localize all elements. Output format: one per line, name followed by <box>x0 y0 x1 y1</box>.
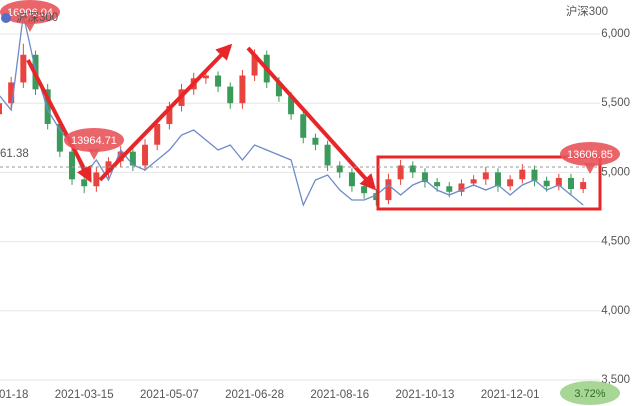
axis-title: 沪深300 <box>566 4 608 18</box>
candle-body <box>507 179 514 187</box>
annotation-tip <box>584 163 596 174</box>
candle-body <box>385 179 392 201</box>
annotation-bubble <box>64 128 124 152</box>
candle-body <box>251 54 258 76</box>
candle-body <box>93 172 100 187</box>
candle-body <box>8 82 15 104</box>
candle-body <box>0 103 2 115</box>
line-series <box>0 14 584 207</box>
x-tick-label: 2021-03-15 <box>55 389 114 401</box>
candle-body <box>239 75 246 104</box>
candle-body <box>142 144 149 166</box>
x-tick-label: 2021-08-16 <box>310 389 369 401</box>
x-tick-label: 2021-01-18 <box>0 389 28 401</box>
x-tick-label: 2021-12-01 <box>481 389 540 401</box>
candle-body <box>312 137 319 145</box>
candle-body <box>154 123 161 145</box>
y-tick-label: 6,000 <box>601 28 630 40</box>
annotation-bubble <box>0 0 60 24</box>
candle-body <box>531 169 538 181</box>
annotation-tip <box>88 149 100 160</box>
grid: 3,500 4,000 4,500 5,000 5,500 6,000 2021-01-18… <box>0 28 630 401</box>
annotation-bubble <box>560 142 620 166</box>
candle-body <box>373 193 380 201</box>
candle-body <box>397 165 404 180</box>
candle-body <box>421 172 428 183</box>
candle-body <box>324 144 331 166</box>
x-tick-label: 2021-05-07 <box>140 389 199 401</box>
candle-body <box>202 75 209 79</box>
candle-body <box>348 172 355 187</box>
annotation-label: 3.72% <box>574 388 605 400</box>
legend-swatch <box>1 13 11 23</box>
highlight-box <box>376 155 602 211</box>
y-tick-label: 4,000 <box>601 305 630 317</box>
y-tick-label: 3,500 <box>601 374 630 386</box>
y-tick-label: 5,500 <box>601 97 630 109</box>
x-tick-label: 2021-10-13 <box>396 389 455 401</box>
annotation-label: 13606.85 <box>567 149 613 161</box>
candle-body <box>494 172 501 187</box>
candle-body <box>56 123 63 152</box>
candle-body <box>519 169 526 180</box>
candle-body <box>543 180 550 187</box>
x-tick-label: 2021-06-28 <box>225 389 284 401</box>
overlay: 61.38 16906.04 13964.71 13606.85 3.72% <box>0 0 620 405</box>
y-tick-label: 4,500 <box>601 236 630 248</box>
annotations-layer <box>26 43 602 211</box>
candle-body <box>227 86 234 104</box>
candle-body <box>336 165 343 173</box>
candle-body <box>129 151 136 166</box>
candle-body <box>567 177 574 190</box>
candle-body <box>361 186 368 194</box>
annotation-tip <box>24 21 36 32</box>
candle-body <box>166 105 173 124</box>
candle-body <box>580 182 587 190</box>
candle-body <box>20 54 27 83</box>
annotation-label: 16906.04 <box>7 7 53 19</box>
candle-body <box>300 114 307 138</box>
candle-body <box>44 89 51 124</box>
candle-body <box>555 177 562 187</box>
candle-body <box>482 172 489 180</box>
candle-body <box>275 82 282 97</box>
candle-body <box>81 179 88 187</box>
legend-label: 沪深300 <box>16 10 58 24</box>
annotation-bubble <box>560 381 620 405</box>
candle-body <box>215 75 222 87</box>
arrow <box>98 43 233 182</box>
crosshair-label: 61.38 <box>0 148 29 160</box>
arrow <box>246 46 377 191</box>
candle-body <box>69 151 76 180</box>
candle-body <box>434 182 441 187</box>
candle-body <box>446 186 453 192</box>
annotation-label: 13964.71 <box>71 135 117 147</box>
candle-body <box>470 179 477 184</box>
candle-body <box>288 96 295 115</box>
arrow <box>26 59 92 183</box>
candle-body <box>458 183 465 192</box>
candle-body <box>409 165 416 173</box>
y-tick-label: 5,000 <box>601 166 630 178</box>
